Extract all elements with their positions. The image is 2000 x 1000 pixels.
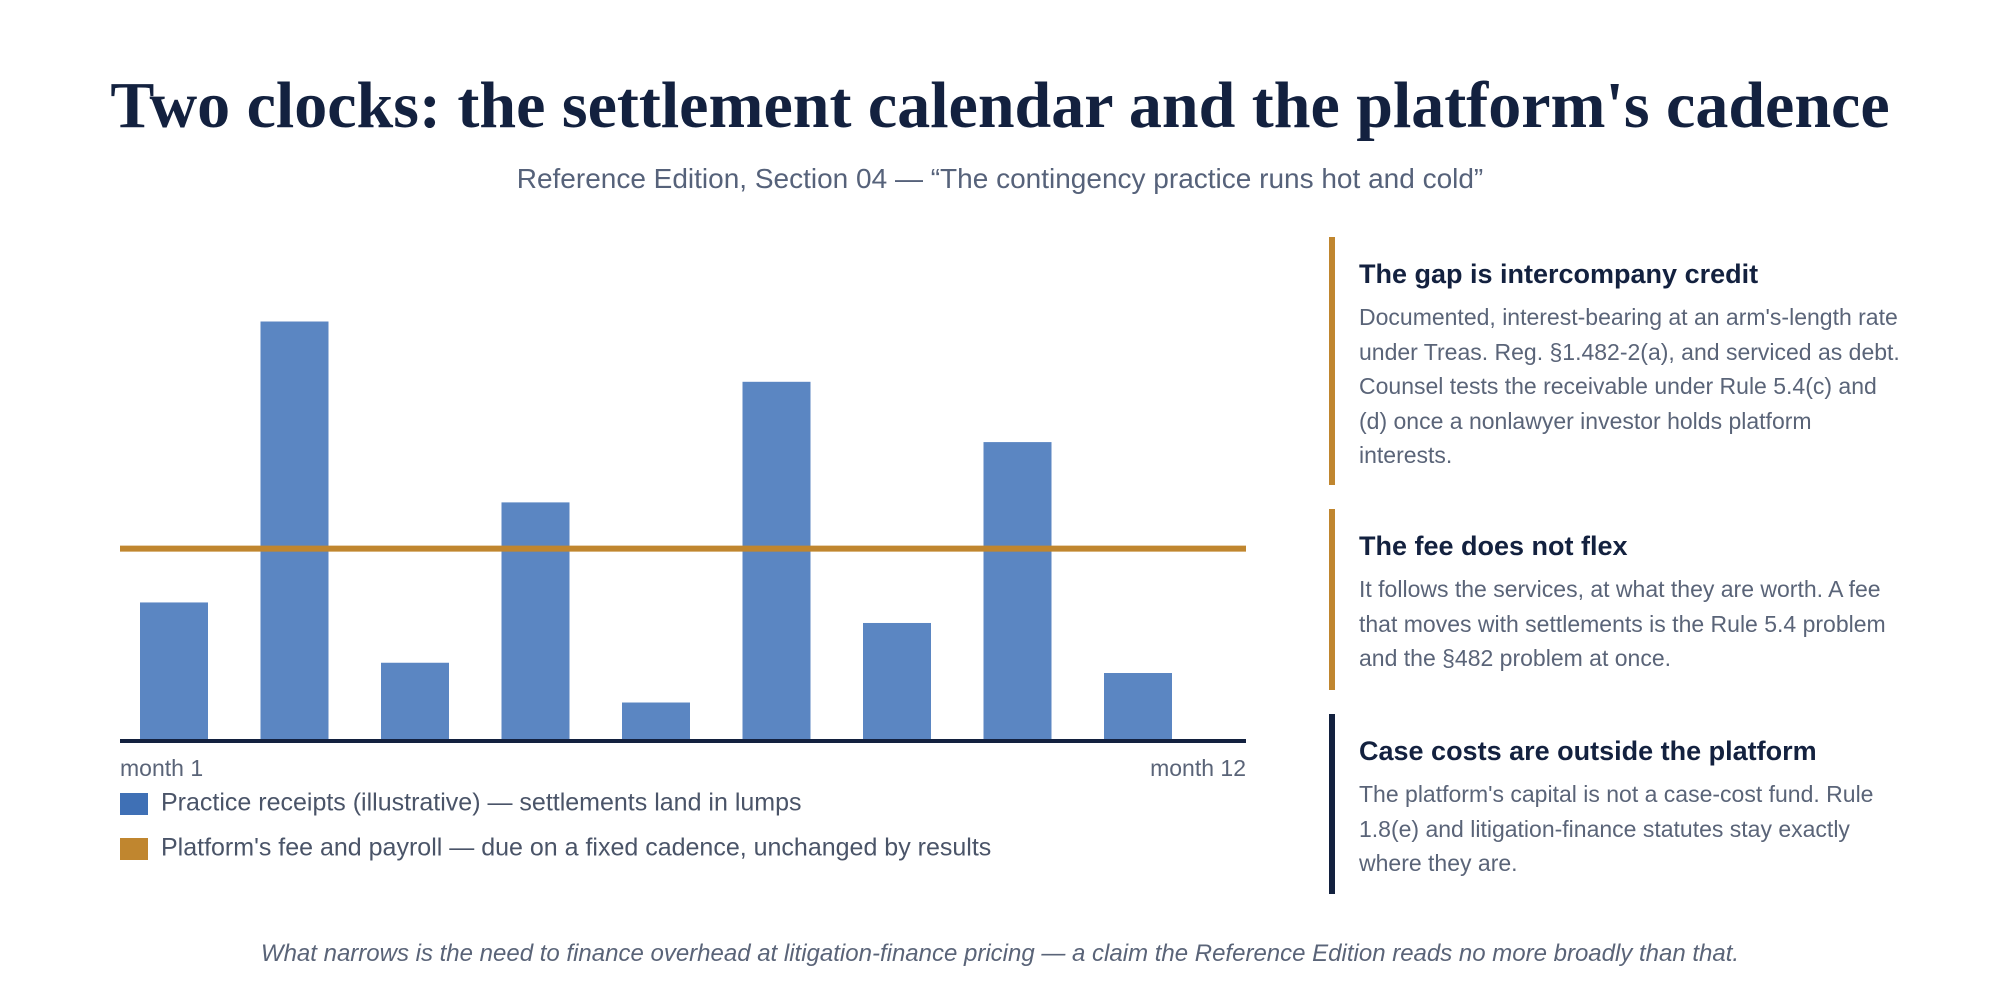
bar (501, 502, 570, 741)
bar (863, 622, 931, 741)
footer-note: What narrows is the need to finance over… (260, 940, 1740, 967)
note-title: The gap is intercompany credit (1359, 259, 1759, 289)
bar (983, 442, 1052, 741)
bar (1104, 673, 1172, 741)
legend-swatch (120, 793, 148, 815)
bar (622, 702, 690, 741)
note-card: The fee does not flex It follows the ser… (1329, 509, 1909, 690)
note-body: The platform's capital is not a case-cos… (1359, 781, 1874, 876)
bar (381, 662, 449, 741)
legend-label: Practice receipts (illustrative) — settl… (161, 789, 802, 817)
chart-subtitle: Reference Edition, Section 04 — “The con… (516, 163, 1484, 194)
bar (140, 602, 208, 741)
note-title: Case costs are outside the platform (1359, 736, 1817, 766)
legend-label: Platform's fee and payroll — due on a fi… (161, 834, 991, 862)
note-body: It follows the services, at what they ar… (1359, 576, 1886, 671)
chart-title: Two clocks: the settlement calendar and … (110, 69, 1890, 142)
legend-swatch (120, 838, 148, 860)
x-tick-label: month 12 (1150, 755, 1246, 781)
note-body: Documented, interest-bearing at an arm's… (1359, 304, 1900, 468)
bar (260, 321, 329, 741)
note-card: Case costs are outside the platform The … (1329, 714, 1909, 894)
chart: month 1 month 12 Practice receipts (illust… (120, 321, 1246, 862)
bar (742, 381, 811, 741)
note-card: The gap is intercompany credit Documente… (1329, 237, 1909, 485)
note-title: The fee does not flex (1359, 531, 1628, 561)
x-tick-label: month 1 (120, 755, 203, 781)
